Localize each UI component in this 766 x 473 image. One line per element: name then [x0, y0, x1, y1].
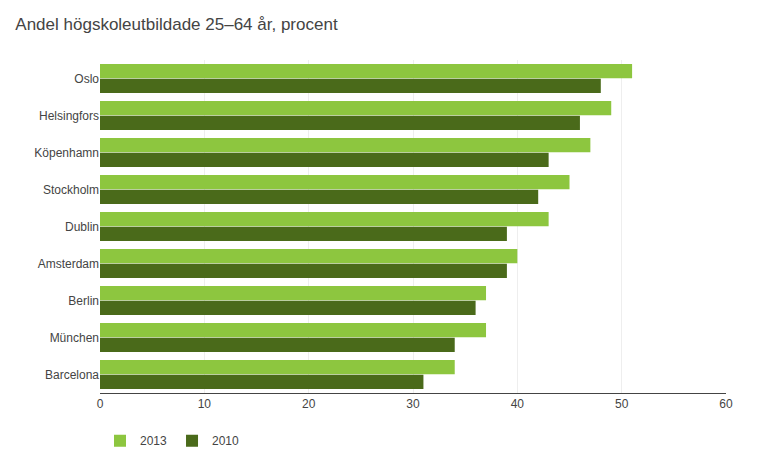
svg-text:Berlin: Berlin — [68, 294, 99, 308]
svg-text:50: 50 — [615, 397, 629, 411]
svg-text:Oslo: Oslo — [74, 72, 99, 86]
svg-text:20: 20 — [302, 397, 316, 411]
svg-text:10: 10 — [198, 397, 212, 411]
svg-text:Andel högskoleutbildade 25–64: Andel högskoleutbildade 25–64 år, procen… — [15, 15, 338, 34]
svg-text:Barcelona: Barcelona — [45, 368, 99, 382]
svg-text:2010: 2010 — [212, 434, 239, 448]
svg-text:München: München — [50, 331, 99, 345]
svg-text:0: 0 — [97, 397, 104, 411]
svg-text:Helsingfors: Helsingfors — [39, 109, 99, 123]
svg-text:60: 60 — [719, 397, 733, 411]
svg-text:Amsterdam: Amsterdam — [38, 257, 99, 271]
svg-text:Stockholm: Stockholm — [43, 183, 99, 197]
svg-text:Köpenhamn: Köpenhamn — [34, 146, 99, 160]
svg-text:Dublin: Dublin — [65, 220, 99, 234]
svg-text:30: 30 — [406, 397, 420, 411]
svg-text:40: 40 — [511, 397, 525, 411]
svg-text:2013: 2013 — [140, 434, 167, 448]
